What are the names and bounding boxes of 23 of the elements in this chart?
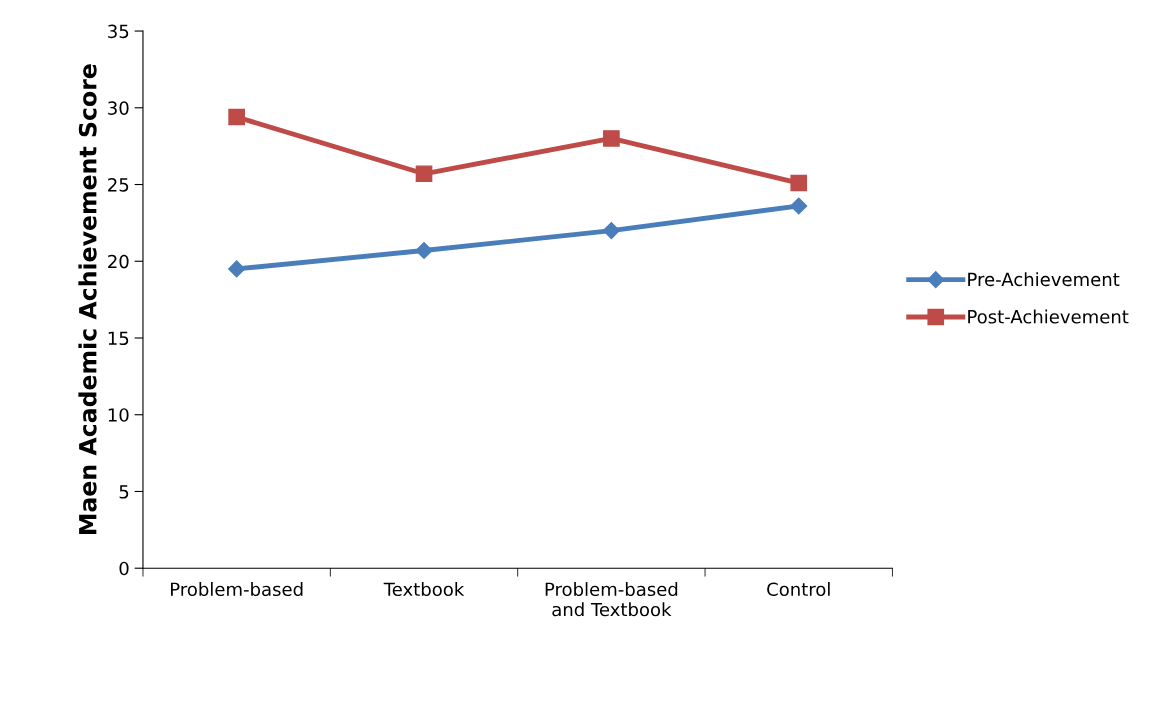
point [228,108,245,126]
y-tick-label: 5 [119,485,129,499]
y-tick-label: 20 [108,254,129,269]
y-tick-label: 30 [108,101,129,115]
x-tick-label: Textbook [383,582,465,597]
y-tick-label: 10 [108,408,129,422]
point [602,222,620,240]
point [415,241,433,260]
point [603,130,620,147]
point [790,197,808,215]
point [228,260,246,278]
x-tick-label: Problem-based and Textbook [545,582,678,617]
point [415,165,433,183]
legend-label: Pre-Achievement [968,272,1120,287]
y-tick-label: 25 [108,177,129,192]
y-tick-label: 0 [119,561,129,576]
legend-label: Post-Achievement [968,309,1129,324]
point [790,174,808,192]
x-tick-label: Problem-based [171,582,303,597]
x-tick-label: Control [767,582,830,597]
y-tick-label: 15 [108,331,129,346]
y-tick-label: 35 [108,24,129,39]
y-axis-title: Maen Academic Achievement Score [78,64,97,534]
